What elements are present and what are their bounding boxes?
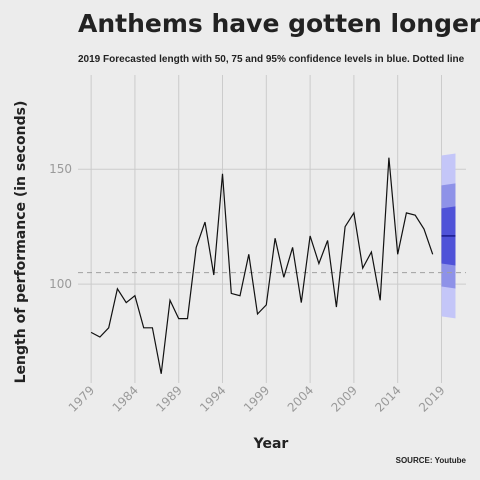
y-tick-label: 150 [49,162,72,176]
x-tick-label: 1994 [197,383,228,414]
x-tick-label: 1984 [110,383,141,414]
x-tick-label: 1979 [66,383,97,414]
x-tick-label: 2019 [416,383,447,414]
x-tick-label: 2014 [372,383,403,414]
source-note: SOURCE: Youtube [396,456,467,465]
x-tick-label: 2009 [329,383,360,414]
y-axis-title: Length of performance (in seconds) [13,101,29,384]
x-tick-label: 1999 [241,383,272,414]
y-tick-labels: 100 150 [49,162,72,291]
x-tick-labels: 1979 1984 1989 1994 1999 2004 2009 2014 2019 [66,383,448,414]
x-tick-label: 1989 [153,383,184,414]
series-line [90,157,434,374]
chart-subtitle: 2019 Forecasted length with 50, 75 and 9… [78,54,465,65]
grid-lines [78,75,466,383]
y-tick-label: 100 [49,277,72,291]
x-tick-label: 2004 [285,383,316,414]
chart-title: Anthems have gotten longer [78,9,480,38]
x-axis-title: Year [253,436,289,452]
